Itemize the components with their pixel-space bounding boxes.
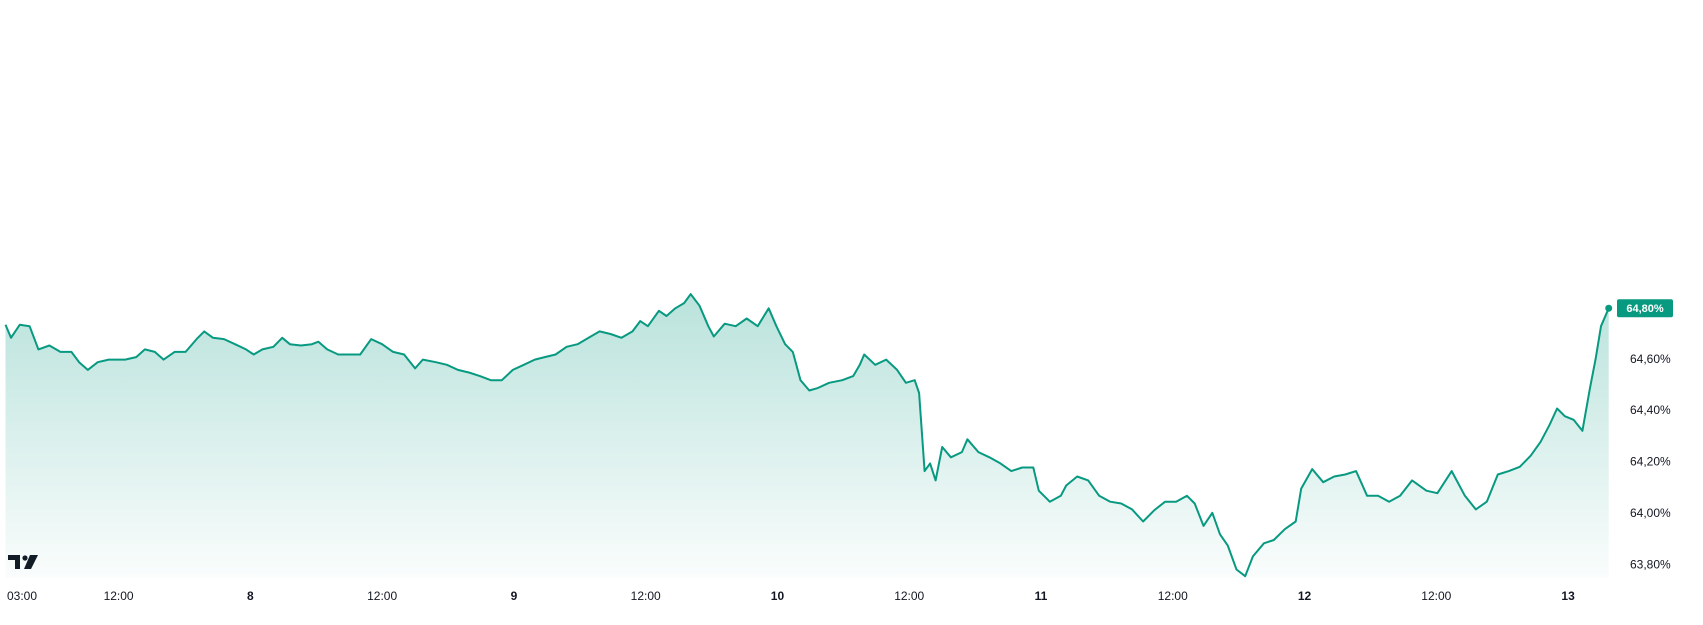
badge-bg	[1617, 299, 1673, 318]
last-point	[1605, 304, 1613, 312]
x-tick-label: 11	[1035, 589, 1048, 603]
line	[4, 293, 1610, 578]
x-tick-label: 12:00	[1421, 589, 1451, 603]
x-tick-label: 8	[247, 589, 254, 603]
x-tick-label: 10	[771, 589, 785, 603]
last-value-badge: 64,80%	[1617, 299, 1673, 318]
x-tick-label: 03:00	[7, 589, 37, 603]
y-tick-label: 64,40%	[1630, 403, 1671, 417]
area	[5, 294, 1609, 578]
x-tick-label: 12:00	[104, 589, 134, 603]
x-tick-label: 9	[511, 589, 518, 603]
y-tick-label: 63,80%	[1630, 557, 1671, 571]
x-tick-label: 12:00	[894, 589, 924, 603]
x-tick-label: 12:00	[1158, 589, 1188, 603]
x-tick-label: 12	[1298, 589, 1312, 603]
y-tick-label: 64,00%	[1630, 506, 1671, 520]
x-tick-label: 12:00	[367, 589, 397, 603]
y-tick-label: 64,20%	[1630, 455, 1671, 469]
x-tick-label: 12:00	[631, 589, 661, 603]
y-tick-label: 64,60%	[1630, 352, 1671, 366]
badge-label: 64,80%	[1626, 303, 1664, 315]
x-tick-label: 13	[1561, 589, 1575, 603]
